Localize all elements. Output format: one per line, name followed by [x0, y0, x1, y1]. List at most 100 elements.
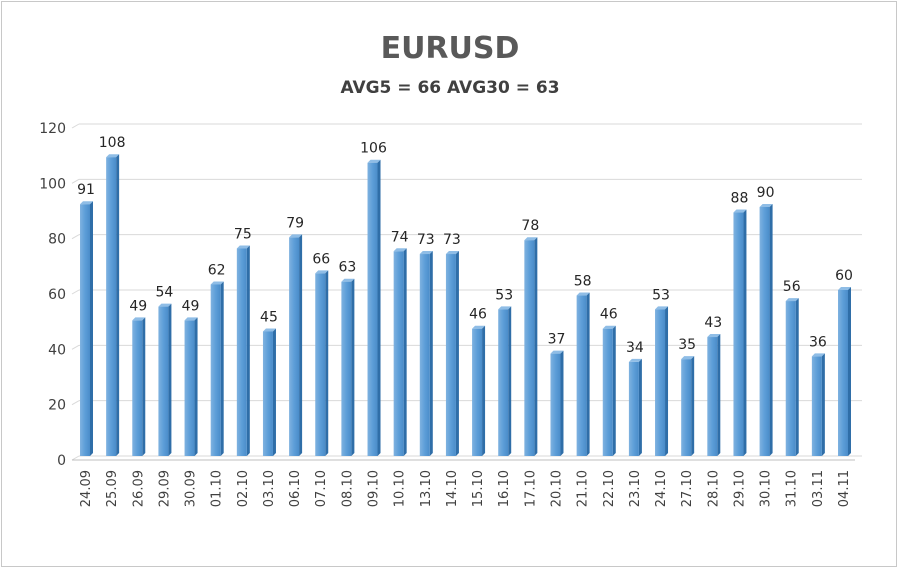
bar-top — [524, 237, 538, 241]
gridline-diag — [71, 123, 80, 129]
x-tick-label: 29.09 — [157, 470, 172, 507]
data-label: 53 — [652, 287, 670, 303]
y-tick-label: 120 — [39, 121, 66, 137]
chart-title: EURUSD — [381, 31, 520, 66]
bar-top — [419, 251, 433, 255]
y-tick-label: 40 — [48, 342, 66, 358]
bar-top — [393, 248, 407, 252]
bar — [524, 240, 535, 456]
bar-side — [848, 287, 851, 456]
bar-side — [272, 328, 276, 456]
bar-group: 88 29.10 — [731, 191, 749, 508]
data-label: 63 — [338, 260, 356, 276]
x-tick-label: 24.09 — [79, 470, 94, 507]
data-label: 58 — [574, 274, 592, 290]
bar-group: 35 27.10 — [678, 337, 696, 507]
bar — [341, 281, 352, 456]
bar — [132, 320, 143, 456]
x-tick-label: 24.10 — [654, 470, 669, 507]
bar-side — [612, 325, 616, 456]
bar-group: 75 02.10 — [234, 227, 252, 508]
bar-top — [785, 298, 799, 302]
bar-side — [246, 245, 250, 456]
x-tick-label: 26.09 — [131, 470, 146, 507]
bar-group: 49 30.09 — [182, 298, 200, 507]
bar — [811, 356, 822, 456]
bar — [184, 320, 195, 456]
bar-side — [743, 209, 747, 456]
x-tick-label: 06.10 — [288, 470, 303, 507]
bar-side — [821, 353, 825, 456]
bar-group: 78 17.10 — [521, 218, 539, 507]
bar — [210, 284, 221, 456]
bar-top — [132, 317, 146, 321]
bar — [262, 331, 273, 456]
bar — [472, 328, 483, 456]
bar-side — [508, 306, 512, 456]
data-label: 56 — [783, 279, 801, 295]
data-label: 53 — [495, 287, 513, 303]
bar-side — [717, 334, 721, 456]
bar-side — [194, 317, 198, 456]
x-tick-label: 07.10 — [314, 470, 329, 507]
x-tick-label: 10.10 — [393, 470, 408, 507]
bar-top — [289, 234, 303, 238]
bar — [550, 353, 561, 456]
data-label: 74 — [391, 229, 409, 245]
bar-side — [351, 278, 355, 456]
data-label: 45 — [260, 310, 278, 326]
x-tick-label: 25.09 — [105, 470, 120, 507]
data-label: 36 — [809, 334, 827, 350]
bar-group: 56 31.10 — [783, 279, 801, 507]
x-tick-label: 09.10 — [367, 470, 382, 507]
bar-side — [220, 281, 224, 456]
gridline-diag — [71, 178, 80, 184]
bar-side — [638, 358, 642, 456]
y-tick-label: 80 — [48, 232, 66, 248]
bar-group: 54 29.09 — [155, 285, 173, 508]
bar-side — [377, 159, 381, 456]
data-label: 60 — [835, 268, 853, 284]
bar-group: 60 04.11 — [835, 268, 853, 507]
bar-side — [482, 325, 486, 456]
bar — [158, 306, 169, 456]
bar — [602, 328, 613, 456]
data-label: 49 — [182, 298, 200, 314]
gridline-diag — [71, 344, 80, 350]
x-tick-label: 01.10 — [210, 470, 225, 507]
bar-side — [691, 356, 695, 456]
y-tick-label: 20 — [48, 398, 66, 414]
data-label: 34 — [626, 340, 644, 356]
bar-top — [655, 306, 669, 310]
bar — [707, 337, 718, 456]
bar-side — [795, 298, 799, 456]
data-label: 66 — [312, 251, 330, 267]
x-tick-label: 14.10 — [445, 470, 460, 507]
bar-side — [116, 154, 120, 456]
bar — [289, 237, 300, 456]
data-label: 108 — [99, 135, 126, 151]
bar-side — [455, 251, 459, 456]
bar-side — [90, 201, 93, 456]
bar-side — [403, 248, 407, 456]
x-tick-label: 30.10 — [759, 470, 774, 507]
bar — [367, 162, 378, 456]
bar-top — [838, 287, 851, 290]
x-tick-label: 03.10 — [262, 470, 277, 507]
bar-side — [534, 237, 538, 456]
x-tick-label: 15.10 — [471, 470, 486, 507]
bar-top — [733, 209, 747, 213]
bar — [419, 254, 430, 456]
bar-side — [299, 234, 303, 456]
data-label: 37 — [548, 332, 566, 348]
bar-top — [80, 201, 93, 205]
data-label: 54 — [155, 285, 173, 301]
bar-top — [445, 251, 459, 255]
bar-group: 108 25.09 — [99, 135, 126, 507]
data-label: 73 — [443, 232, 461, 248]
gridline-diag — [71, 400, 80, 406]
bar-top — [158, 303, 172, 307]
bar — [393, 251, 404, 456]
bar-group: 34 23.10 — [626, 340, 644, 507]
bar-group: 43 28.10 — [704, 315, 722, 507]
